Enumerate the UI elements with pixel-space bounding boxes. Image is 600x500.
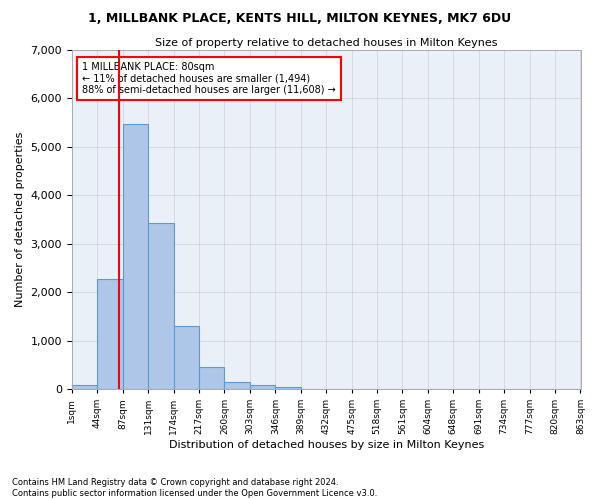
Bar — [123, 124, 148, 389]
Bar — [173, 326, 199, 389]
Text: 1, MILLBANK PLACE, KENTS HILL, MILTON KEYNES, MK7 6DU: 1, MILLBANK PLACE, KENTS HILL, MILTON KE… — [88, 12, 512, 26]
Bar — [72, 386, 97, 389]
X-axis label: Distribution of detached houses by size in Milton Keynes: Distribution of detached houses by size … — [169, 440, 484, 450]
Text: Contains HM Land Registry data © Crown copyright and database right 2024.
Contai: Contains HM Land Registry data © Crown c… — [12, 478, 377, 498]
Bar — [148, 222, 173, 389]
Bar — [250, 385, 275, 389]
Title: Size of property relative to detached houses in Milton Keynes: Size of property relative to detached ho… — [155, 38, 497, 48]
Y-axis label: Number of detached properties: Number of detached properties — [15, 132, 25, 307]
Bar — [199, 366, 224, 389]
Bar — [275, 386, 301, 389]
Text: 1 MILLBANK PLACE: 80sqm
← 11% of detached houses are smaller (1,494)
88% of semi: 1 MILLBANK PLACE: 80sqm ← 11% of detache… — [82, 62, 336, 94]
Bar — [97, 279, 123, 389]
Bar — [224, 382, 250, 389]
